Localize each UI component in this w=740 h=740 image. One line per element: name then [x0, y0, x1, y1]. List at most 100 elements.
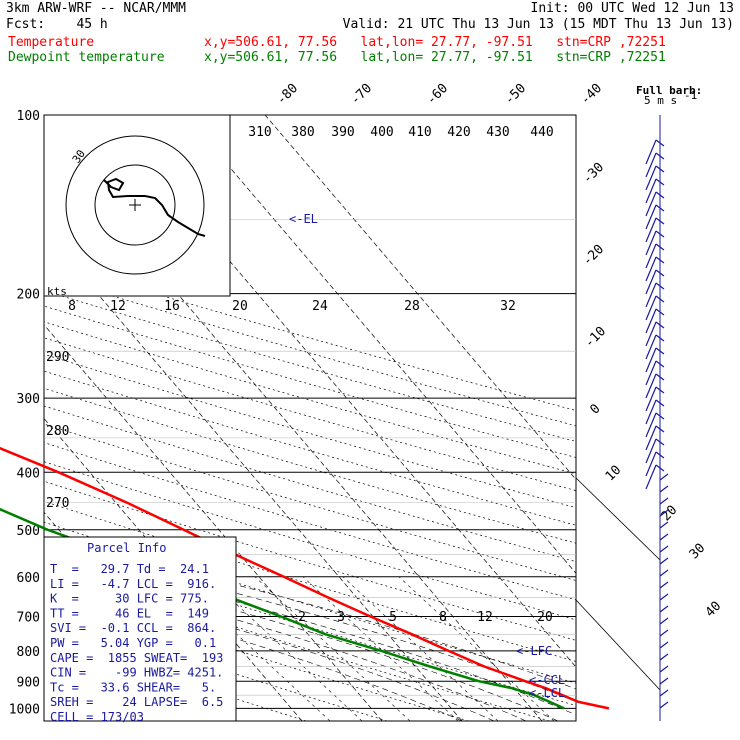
- model-title: 3km ARW-WRF -- NCAR/MMM: [6, 1, 187, 16]
- pressure-tick-label: 100: [17, 109, 40, 124]
- wind-barb-staff: [659, 485, 669, 493]
- wind-barb-flag: [655, 386, 665, 394]
- wind-barb-flag: [655, 308, 665, 316]
- parcel-info-title: Parcel Info: [87, 541, 166, 555]
- mixing-ratio-label: 20: [537, 610, 553, 625]
- parcel-info-row: CELL = 173/03: [50, 710, 144, 724]
- pressure-tick-label: 400: [17, 466, 40, 481]
- wind-barb-staff: [645, 347, 657, 373]
- wind-barb-staff: [659, 581, 669, 589]
- frame-skew-line: [575, 599, 661, 691]
- wind-barb-flag: [655, 438, 665, 446]
- wind-barb-flag: [655, 360, 665, 368]
- parcel-info-row: LI = -4.7 LCL = 916.: [50, 577, 216, 591]
- wind-barb-staff: [645, 295, 657, 321]
- wind-barb-staff: [645, 360, 657, 386]
- wind-barb-staff: [659, 689, 669, 697]
- wind-barb-staff: [645, 269, 657, 295]
- hodograph-speed-label: 24: [312, 299, 328, 314]
- parcel-info-row: CAPE = 1855 SWEAT= 193: [50, 651, 223, 665]
- dewpoint-profile-line: [0, 507, 565, 710]
- dry-adiabat-line: [44, 290, 576, 442]
- hodograph-speed-label: 28: [404, 299, 420, 314]
- dry-adiabat-line: [44, 587, 469, 721]
- wind-barb-flag: [655, 425, 665, 433]
- temperature-info: x,y=506.61, 77.56 lat,lon= 27.77, -97.51…: [204, 35, 666, 50]
- dry-adiabat-line: [44, 521, 576, 684]
- wind-barb-flag: [655, 282, 665, 290]
- dry-adiabat-line: [44, 305, 576, 458]
- wind-barb-flag: [655, 217, 665, 225]
- wind-barb-staff: [645, 139, 657, 165]
- dewpoint-legend: Dewpoint temperature: [8, 50, 165, 65]
- wind-barb-staff: [645, 178, 657, 204]
- temperature-tick-label: -80: [274, 81, 301, 108]
- wind-barb-staff: [645, 191, 657, 217]
- wind-barb-staff: [645, 204, 657, 230]
- wind-barb-staff: [659, 557, 669, 565]
- theta-label: 380: [291, 125, 314, 140]
- wind-barb-staff: [645, 321, 657, 347]
- isotherm-line: [44, 324, 383, 721]
- barb-legend-exponent: -1: [684, 89, 697, 102]
- wind-barb-staff: [645, 282, 657, 308]
- wind-barb-staff: [659, 605, 669, 613]
- temperature-legend: Temperature: [8, 35, 95, 50]
- wind-barb-staff: [659, 701, 669, 709]
- isotherm-line: [104, 115, 576, 668]
- theta-side-label: 280: [46, 424, 69, 439]
- hodograph-kts-label: kts: [47, 285, 67, 298]
- wind-barb-staff: [659, 509, 669, 517]
- wind-barb-staff: [659, 521, 669, 529]
- wind-barb-flag: [655, 178, 665, 186]
- wind-barb-staff: [659, 569, 669, 577]
- mixing-ratio-label: 2: [298, 610, 306, 625]
- moist-adiabat-line: [44, 538, 576, 690]
- wind-barb-flag: [655, 139, 665, 147]
- parcel-info-row: K = 30 LFC = 775.: [50, 592, 209, 606]
- level-label-lfc: <-LFC: [516, 644, 552, 658]
- temperature-tick-label: 40: [703, 599, 725, 621]
- wind-barb-staff: [659, 665, 669, 673]
- hodograph-speed-label: 12: [110, 299, 126, 314]
- mixing-ratio-line: [302, 576, 459, 721]
- temperature-tick-label: -20: [580, 242, 607, 269]
- wind-barb-staff: [659, 593, 669, 601]
- hodograph-trace: [103, 177, 206, 237]
- theta-label: 390: [331, 125, 354, 140]
- wind-barb-staff: [645, 308, 657, 334]
- dewpoint-info: x,y=506.61, 77.56 lat,lon= 27.77, -97.51…: [204, 50, 666, 65]
- wind-barb-staff: [659, 653, 669, 661]
- hodograph-speed-label: 8: [68, 299, 76, 314]
- pressure-tick-label: 600: [17, 571, 40, 586]
- mixing-ratio-label: 12: [477, 610, 493, 625]
- wind-barb-flag: [655, 295, 665, 303]
- theta-label: 410: [408, 125, 431, 140]
- wind-barb-staff: [659, 641, 669, 649]
- wind-barb-flag: [655, 373, 665, 381]
- wind-barb-flag: [655, 152, 665, 160]
- mixing-ratio-label: 5: [389, 610, 397, 625]
- wind-barb-staff: [659, 677, 669, 685]
- theta-label: 430: [486, 125, 509, 140]
- hodograph-ring: [94, 164, 176, 246]
- level-label-el: <-EL: [289, 212, 318, 226]
- theta-label: 440: [530, 125, 553, 140]
- wind-barb-flag: [655, 191, 665, 199]
- pressure-tick-label: 700: [17, 611, 40, 626]
- temperature-tick-label: -60: [424, 81, 451, 108]
- wind-barb-flag: [655, 204, 665, 212]
- barb-legend-line2: 5 m s: [644, 94, 677, 107]
- dry-adiabat-line: [44, 442, 576, 601]
- parcel-info-row: Tc = 33.6 SHEAR= 5.: [50, 680, 216, 694]
- parcel-info-row: CIN = -99 HWBZ= 4251.: [50, 666, 223, 680]
- temperature-tick-label: -70: [348, 81, 375, 108]
- wind-barb-flag: [655, 165, 665, 173]
- temperature-profile-line: [0, 446, 610, 710]
- parcel-info-row: SVI = -0.1 CCL = 864.: [50, 621, 216, 635]
- wind-barb-flag: [655, 334, 665, 342]
- wind-barb-flag: [655, 451, 665, 459]
- wind-barb-staff: [659, 497, 669, 505]
- mixing-ratio-line: [254, 576, 411, 721]
- parcel-info-row: TT = 46 EL = 149: [50, 606, 209, 620]
